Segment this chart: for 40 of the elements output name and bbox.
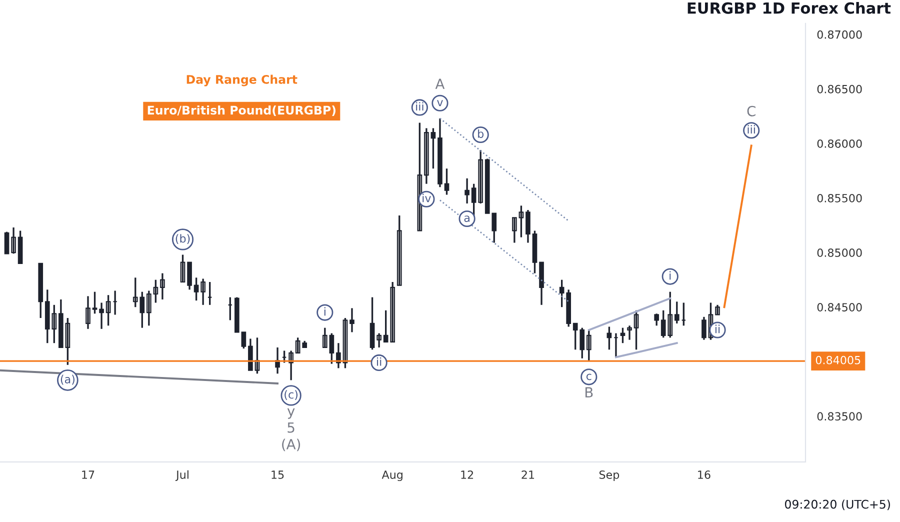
chart-title: EURGBP 1D Forex Chart	[688, 2, 891, 14]
y-tick-label: 0.83500	[817, 412, 862, 421]
annotation: v	[437, 100, 443, 106]
annotation: iii	[748, 125, 755, 134]
annotation: (A)	[282, 438, 300, 452]
annotation: c	[586, 374, 592, 380]
x-tick-label: 16	[698, 470, 710, 479]
annotation: Euro/British Pound(EURGBP)	[148, 105, 336, 116]
annotation: iv	[422, 194, 431, 202]
annotation: A	[435, 78, 445, 89]
x-tick-label: 21	[522, 470, 534, 479]
x-tick-label: Aug	[382, 470, 402, 482]
annotation: ii	[377, 357, 382, 366]
text: 09:20:20 (UTC+5)	[784, 500, 890, 510]
y-tick-label: 0.85000	[817, 248, 862, 257]
y-tick-label: 0.87000	[817, 30, 862, 39]
annotation: C	[747, 106, 756, 116]
x-tick-label: 17	[82, 470, 94, 479]
annotation: (a)	[60, 374, 74, 385]
annotation: B	[585, 387, 593, 398]
x-tick-label: 15	[272, 470, 284, 479]
x-tick-label: 12	[461, 470, 474, 479]
y-tick-label: 0.86500	[817, 84, 862, 94]
annotation: i	[324, 307, 326, 316]
annotation: 5	[288, 422, 294, 433]
ref-line-label: 0.84005	[816, 356, 860, 364]
annotation: b	[478, 129, 484, 138]
text: Day Range Chart	[186, 74, 298, 86]
annotation: y	[287, 408, 295, 419]
annotation: i	[670, 271, 671, 280]
y-tick-label: 0.84500	[817, 303, 862, 312]
annotation: (c)	[284, 390, 298, 400]
y-tick-label: 0.86000	[817, 139, 862, 148]
annotation: a	[464, 216, 470, 222]
x-tick-label: Jul	[175, 470, 188, 481]
y-tick-label: 0.85500	[817, 194, 862, 202]
annotation: iii	[416, 102, 424, 111]
annotation: (b)	[176, 234, 190, 244]
annotation: ii	[715, 324, 720, 334]
x-tick-label: Sep	[599, 470, 620, 482]
